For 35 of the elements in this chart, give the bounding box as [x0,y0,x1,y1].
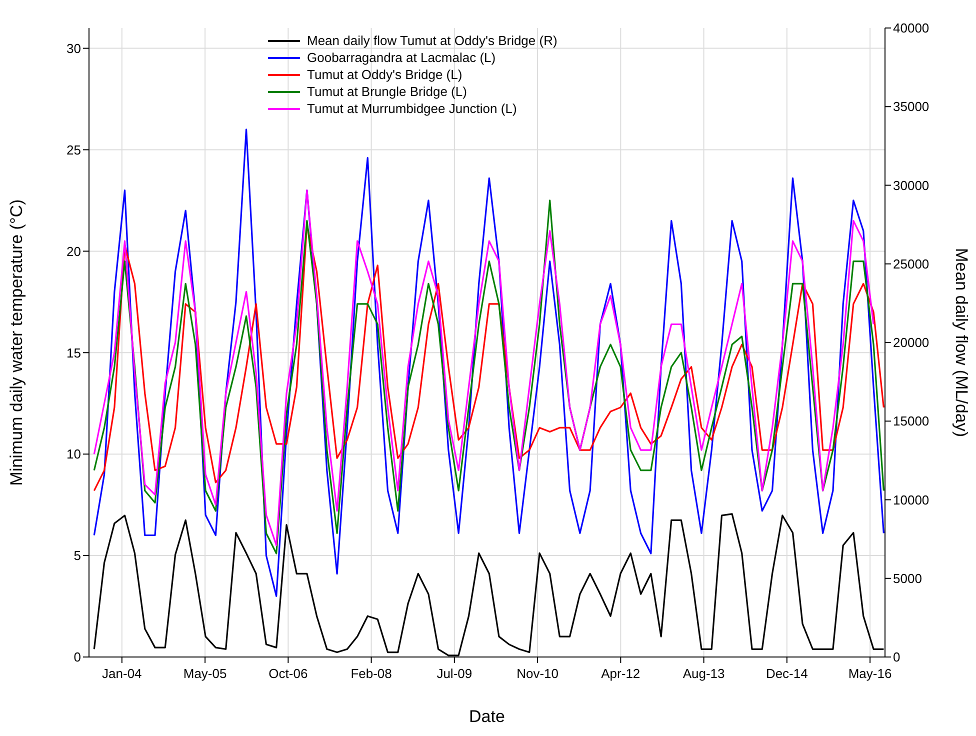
x-tick-label: Oct-06 [268,666,308,682]
y-tick-label: 30 [66,40,81,56]
x-tick-label: Apr-12 [601,666,640,682]
y2-tick-label: 0 [893,650,900,665]
y2-tick-label: 25000 [893,256,930,272]
y2-tick-label: 5000 [893,570,922,586]
legend-label: Tumut at Oddy's Bridge (L) [307,66,462,83]
y2-tick-label: 10000 [893,492,930,508]
x-tick-label: Feb-08 [350,666,392,682]
y2-tick-label: 40000 [893,20,930,36]
legend-label: Goobarragandra at Lacmalac (L) [307,49,496,66]
y2-tick-label: 30000 [893,178,930,193]
y2-tick-label: 15000 [893,414,930,429]
x-tick-label: Nov-10 [516,666,558,682]
legend-label: Mean daily flow Tumut at Oddy's Bridge (R) [307,32,558,49]
x-tick-label: Jul-09 [436,666,472,682]
x-tick-label: Jan-04 [102,666,142,682]
x-tick-label: May-16 [848,666,892,682]
y-tick-label: 0 [74,650,81,665]
y-tick-label: 25 [66,142,81,158]
y-tick-label: 10 [66,446,81,462]
legend-label: Tumut at Brungle Bridge (L) [307,83,467,100]
y-tick-label: 5 [74,548,81,564]
x-axis-title: Date [469,707,505,726]
x-tick-label: May-05 [183,666,227,682]
x-tick-label: Aug-13 [682,666,725,682]
y2-tick-label: 20000 [893,335,930,350]
y-tick-label: 15 [66,345,81,360]
x-tick-label: Dec-14 [766,666,808,682]
line-series [93,128,884,597]
y2-axis-title: Mean daily flow (ML/day) [952,248,971,437]
legend-label: Tumut at Murrumbidgee Junction (L) [307,100,517,117]
y-axis-title: Minimum daily water temperature (°C) [7,199,26,486]
y2-tick-label: 35000 [893,99,930,114]
y-tick-label: 20 [66,244,81,259]
